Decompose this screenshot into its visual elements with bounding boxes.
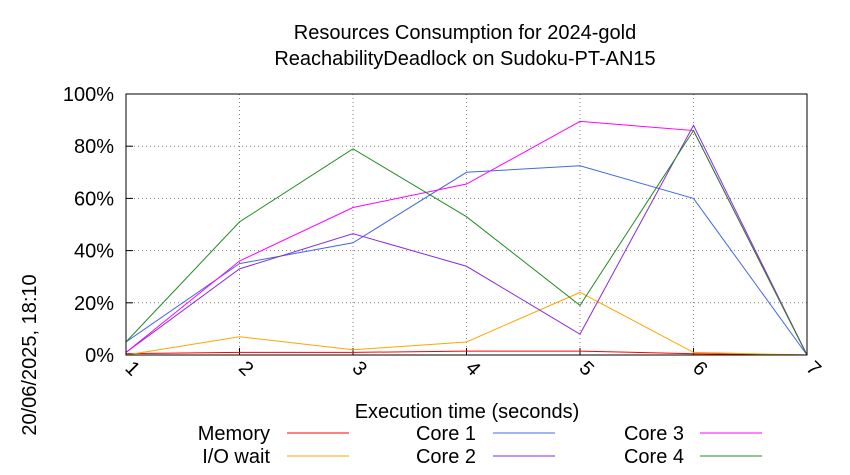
legend-label-core-3: Core 3: [624, 423, 684, 445]
legend-label-core-4: Core 4: [624, 446, 684, 468]
y-tick-label: 20%: [74, 293, 114, 315]
y-tick-label: 0%: [85, 345, 114, 367]
x-tick-label: 4: [461, 357, 484, 380]
legend-label-core-2: Core 2: [416, 446, 476, 468]
x-tick-label: 6: [688, 357, 711, 380]
chart-title: Resources Consumption for 2024-gold: [294, 22, 636, 44]
series-line-core-4: [125, 129, 808, 356]
x-tick-label: 5: [575, 357, 598, 380]
y-tick-label: 100%: [63, 84, 114, 106]
series-line-memory: [125, 350, 808, 356]
y-tick-label: 60%: [74, 188, 114, 210]
x-tick-label: 2: [234, 357, 257, 380]
y-tick-label: 40%: [74, 241, 114, 263]
series-line-core-1: [125, 165, 808, 356]
chart-subtitle: ReachabilityDeadlock on Sudoku-PT-AN15: [274, 48, 655, 70]
x-axis-label: Execution time (seconds): [355, 401, 580, 423]
series-line-i-o-wait: [125, 291, 808, 356]
x-tick-label: 3: [348, 357, 371, 380]
plot-frame: [125, 93, 808, 356]
y-tick-label: 80%: [74, 136, 114, 158]
legend-label-core-1: Core 1: [416, 423, 476, 445]
series-line-core-2: [125, 124, 808, 356]
x-tick-label: 7: [802, 357, 825, 380]
series-lines: [125, 120, 808, 356]
x-tick-labels: 1 2 3 4 5 6 7: [121, 357, 825, 380]
y-tick-labels: 0% 20% 40% 60% 80% 100%: [63, 84, 114, 367]
grid: [125, 93, 808, 356]
legend-label-i-o-wait: I/O wait: [202, 446, 270, 468]
x-tick-label: 1: [121, 357, 144, 380]
legend-label-memory: Memory: [198, 423, 270, 445]
timestamp: 20/06/2025, 18:10: [19, 274, 41, 435]
